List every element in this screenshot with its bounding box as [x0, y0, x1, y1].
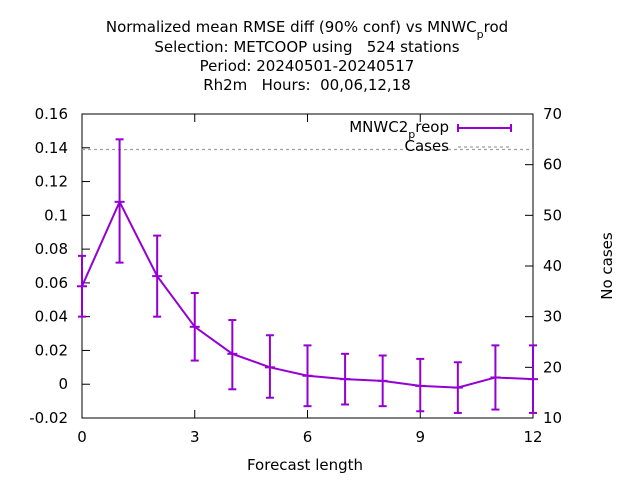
y2-tick-label-4: 50: [543, 206, 562, 224]
chart-title-line2: Selection: METCOOP using 524 stations: [154, 38, 459, 56]
mnwc2-preop-series: [77, 138, 538, 414]
axes: -0.02 0 0.02 0.04 0.06 0.08 0.1 0.12 0.14 0.16 10 2…: [29, 105, 562, 446]
chart-title-line1: Normalized mean RMSE diff (90% conf) vs …: [106, 18, 508, 41]
chart-title-line4: Rh2m Hours: 00,06,12,18: [203, 76, 411, 94]
y-tick-label-8: 0.14: [35, 139, 68, 157]
y-tick-label-4: 0.06: [35, 274, 68, 292]
y-tick-label-1: 0: [58, 375, 68, 393]
right-axis-label: No cases: [598, 232, 616, 300]
y-tick-label-7: 0.12: [35, 173, 68, 191]
x-axis-label: Forecast length: [247, 456, 363, 474]
chart-title-line3: Period: 20240501-20240517: [200, 57, 415, 75]
legend-sample-mnwc2-preop: [457, 124, 512, 132]
x-tick-label-1: 3: [190, 428, 200, 446]
x-tick-label-0: 0: [77, 428, 87, 446]
y-tick-label-9: 0.16: [35, 105, 68, 123]
x-tick-label-3: 9: [415, 428, 425, 446]
legend: MNWC2preop Cases: [349, 118, 512, 155]
y2-tick-label-3: 40: [543, 257, 562, 275]
y2-tick-label-2: 30: [543, 308, 562, 326]
legend-label-mnwc2-preop: MNWC2preop: [349, 118, 449, 141]
x-tick-label-4: 12: [523, 428, 542, 446]
y-tick-label-3: 0.04: [35, 308, 68, 326]
y2-tick-label-6: 70: [543, 105, 562, 123]
y-tick-label-5: 0.08: [35, 240, 68, 258]
x-tick-label-2: 6: [303, 428, 313, 446]
y-tick-label-6: 0.1: [44, 206, 68, 224]
y2-tick-label-5: 60: [543, 156, 562, 174]
y-tick-label-0: -0.02: [29, 409, 68, 427]
legend-label-cases: Cases: [404, 137, 449, 155]
y2-tick-label-0: 10: [543, 409, 562, 427]
y2-tick-label-1: 20: [543, 358, 562, 376]
y-tick-label-2: 0.02: [35, 341, 68, 359]
